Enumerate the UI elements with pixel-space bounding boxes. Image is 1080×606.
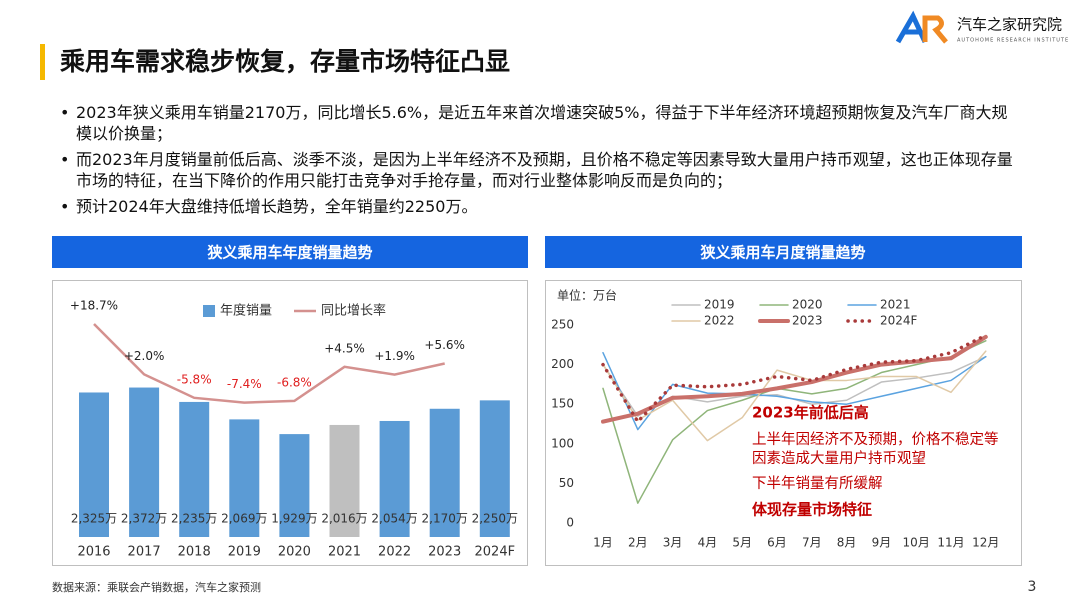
data-label: 2,069万 — [221, 512, 267, 526]
data-label: 1,929万 — [271, 512, 317, 526]
chart-title: 狭义乘用车年度销量趋势 — [206, 244, 372, 262]
data-label: 2,235万 — [171, 512, 217, 526]
line-series — [602, 350, 987, 442]
x-tick-label: 5月 — [732, 536, 752, 550]
bar — [229, 419, 260, 537]
data-label: -5.8% — [177, 372, 212, 386]
x-tick-label: 2022 — [378, 545, 411, 560]
data-label: 2,250万 — [472, 512, 518, 526]
data-label: +18.7% — [70, 299, 118, 313]
x-tick-label: 9月 — [872, 536, 892, 550]
x-tick-label: 7月 — [802, 536, 822, 550]
panel-header — [545, 236, 1022, 268]
data-label: 2,170万 — [422, 512, 468, 526]
x-tick-label: 3月 — [663, 536, 683, 550]
panel-header — [52, 236, 528, 268]
x-tick-label: 2020 — [278, 545, 311, 560]
data-label: +4.5% — [324, 341, 365, 355]
x-tick-label: 2021 — [328, 545, 361, 560]
logo-text: 汽车之家研究院 — [957, 16, 1062, 34]
annotation: 上半年因经济不及预期，价格不稳定等 — [752, 430, 999, 448]
y-tick-label: 250 — [551, 318, 574, 332]
line-series — [601, 333, 988, 424]
bar — [329, 424, 360, 537]
x-tick-label: 6月 — [767, 536, 787, 550]
x-tick-label: 8月 — [837, 536, 857, 550]
annotation: 因素造成大量用户持币观望 — [752, 450, 926, 467]
bar — [479, 400, 510, 537]
page-number: 3 — [1028, 579, 1037, 595]
y-tick-label: 150 — [551, 397, 574, 411]
x-tick-label: 2024F — [475, 545, 516, 560]
data-label: -6.8% — [277, 375, 312, 389]
x-tick-label: 4月 — [698, 536, 718, 550]
data-label: 2,016万 — [321, 512, 367, 526]
line-series — [93, 323, 445, 404]
bar — [129, 387, 160, 537]
y-axis-label: 单位：万台 — [557, 288, 617, 303]
y-tick-label: 100 — [551, 436, 574, 450]
x-tick-label: 10月 — [903, 536, 930, 550]
chart-title: 狭义乘用车月度销量趋势 — [699, 244, 865, 262]
legend-label: 年度销量 — [220, 303, 272, 319]
data-label: 2,325万 — [71, 512, 117, 526]
bullet: 预计2024年大盘维持低增长趋势，全年销量约2250万。 — [60, 196, 1020, 217]
legend-swatch — [203, 305, 215, 317]
data-label: 2,372万 — [121, 512, 167, 526]
y-tick-label: 50 — [559, 476, 574, 490]
bar — [279, 434, 310, 537]
bar — [79, 392, 109, 537]
logo — [895, 10, 948, 44]
x-tick-label: 2017 — [128, 545, 161, 560]
title-accent — [40, 44, 45, 80]
annotation: 体现存量市场特征 — [752, 501, 872, 519]
data-label: +2.0% — [124, 349, 165, 363]
bar — [179, 401, 210, 537]
x-tick-label: 2019 — [228, 545, 261, 560]
slide-title: 乘用车需求稳步恢复，存量市场特征凸显 — [60, 47, 510, 76]
bar — [429, 408, 460, 537]
bullet: 2023年狭义乘用车销量2170万，同比增长5.6%，是近五年来首次增速突破5%… — [60, 102, 1020, 144]
x-tick-label: 2016 — [77, 545, 110, 560]
bullet-list: 2023年狭义乘用车销量2170万，同比增长5.6%，是近五年来首次增速突破5%… — [60, 102, 1020, 222]
legend-label: 同比增长率 — [321, 303, 386, 319]
line-series — [602, 340, 987, 504]
annotation: 下半年销量有所缓解 — [752, 475, 883, 492]
data-label: +5.6% — [424, 338, 465, 352]
x-tick-label: 1月 — [593, 536, 613, 550]
logo-subtext: AUTOHOME RESEARCH INSTITUTE — [957, 38, 1069, 44]
y-tick-label: 200 — [551, 357, 574, 371]
data-label: 2,054万 — [371, 512, 417, 526]
legend-label: 2024F — [880, 314, 918, 328]
legend-label: 2022 — [704, 314, 735, 328]
x-tick-label: 11月 — [937, 536, 964, 550]
x-tick-label: 2018 — [178, 545, 211, 560]
legend-label: 2021 — [880, 298, 911, 312]
legend-label: 2019 — [704, 298, 735, 312]
legend-label: 2023 — [792, 314, 823, 328]
bar — [379, 420, 410, 537]
bullet: 而2023年月度销量前低后高、淡季不淡，是因为上半年经济不及预期，且价格不稳定等… — [60, 149, 1020, 191]
y-tick-label: 0 — [566, 516, 574, 530]
source-note: 数据来源：乘联会产销数据，汽车之家预测 — [52, 580, 261, 594]
line-series — [602, 351, 987, 431]
data-label: +1.9% — [374, 349, 415, 363]
legend-label: 2020 — [792, 298, 823, 312]
panel-border — [52, 280, 528, 566]
annotation: 2023年前低后高 — [752, 404, 869, 422]
x-tick-label: 12月 — [972, 536, 999, 550]
panel-border — [545, 280, 1022, 566]
data-label: -7.4% — [227, 377, 262, 391]
x-tick-label: 2023 — [428, 545, 461, 560]
x-tick-label: 2月 — [628, 536, 648, 550]
